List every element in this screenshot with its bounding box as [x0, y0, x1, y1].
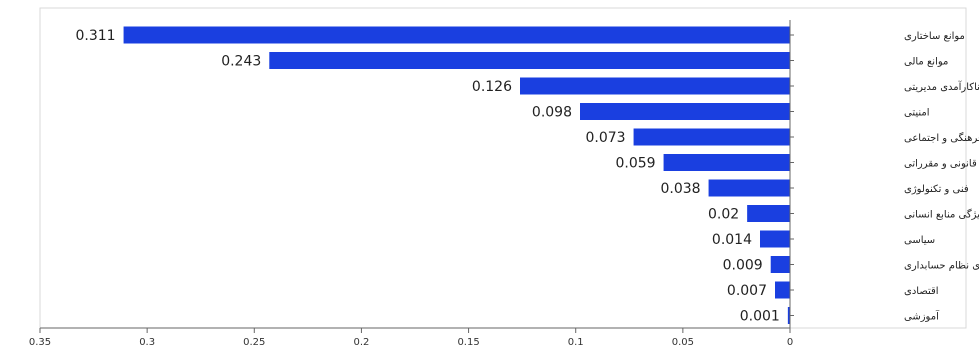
data-label: 0.126	[472, 79, 512, 95]
category-label: اقتصادی	[904, 286, 939, 297]
data-label: 0.098	[532, 105, 572, 121]
x-ticks-layer: 0.35 0.3 0.25 0.2 0.15 0.1 0.05 0	[29, 328, 793, 348]
x-tick-label: 0.35	[29, 337, 51, 348]
category-label: موانع مالی	[904, 57, 948, 68]
category-label: آموزشی	[904, 310, 940, 323]
category-label: ناکارآمدی مدیریتی	[904, 80, 979, 93]
category-label: امنیتی	[904, 108, 930, 119]
bar	[663, 154, 790, 171]
x-tick-label: 0.05	[672, 337, 694, 348]
bars-layer	[123, 26, 791, 324]
bar	[123, 26, 791, 44]
data-label: 0.311	[75, 28, 115, 44]
bar	[787, 307, 790, 324]
category-label: ویژگی منابع انسانی	[904, 209, 979, 221]
data-label: 0.009	[723, 258, 763, 274]
bar	[775, 281, 790, 299]
x-tick-label: 0.2	[353, 337, 369, 348]
data-label: 0.001	[740, 309, 780, 325]
category-label: فرهنگی و اجتماعی	[904, 132, 979, 144]
data-label: 0.014	[712, 232, 752, 248]
bar	[520, 77, 790, 95]
data-label: 0.059	[615, 156, 655, 172]
bar	[770, 256, 790, 273]
x-tick-label: 0.1	[568, 337, 584, 348]
bar	[580, 103, 790, 120]
bar	[747, 205, 790, 222]
x-tick-label: 0.25	[243, 337, 265, 348]
category-label: سیاسی	[904, 235, 935, 246]
category-label: موانع ساختاری	[904, 31, 965, 42]
category-label: ناکارآمدی نظام حسابداری	[904, 259, 979, 272]
data-label: 0.073	[585, 130, 625, 146]
category-labels-layer: موانع ساختاری موانع مالی ناکارآمدی مدیریتی…	[790, 31, 979, 323]
x-tick-label: 0.15	[457, 337, 479, 348]
bar	[633, 128, 790, 146]
data-label: 0.02	[708, 207, 739, 223]
data-label: 0.007	[727, 283, 767, 299]
value-labels-layer: 0.311 0.243 0.126 0.098 0.073 0.059 0.038 0.02 0…	[75, 28, 779, 325]
bar	[269, 52, 790, 69]
x-tick-label: 0.3	[139, 337, 155, 348]
data-label: 0.243	[221, 54, 261, 70]
bar	[708, 179, 790, 197]
x-tick-label: 0	[787, 337, 793, 348]
category-label: قانونی و مقرراتی	[904, 159, 977, 170]
data-label: 0.038	[660, 181, 700, 197]
bar	[760, 230, 790, 248]
category-label: فنی و تکنولوژی	[904, 184, 969, 195]
